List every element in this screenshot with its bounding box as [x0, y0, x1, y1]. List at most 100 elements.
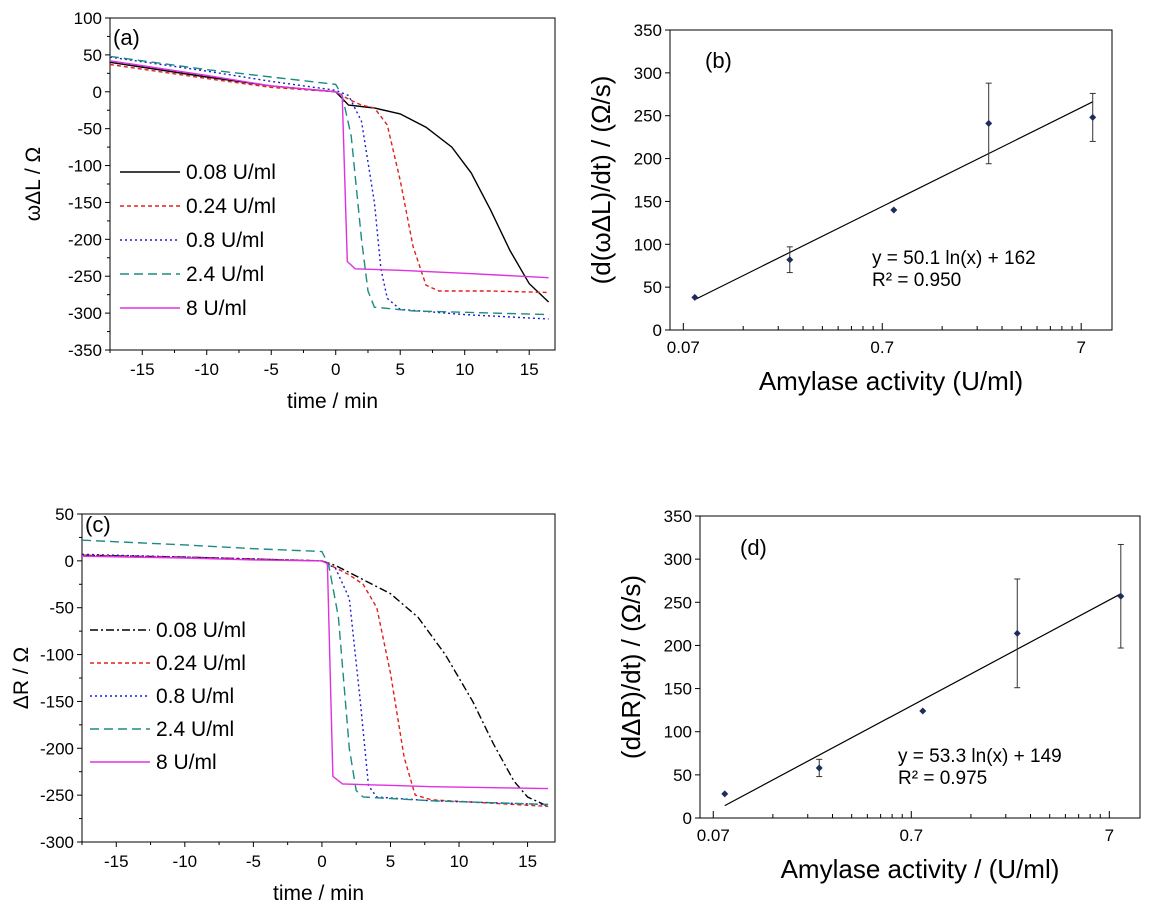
series-line-0-08-U-ml — [109, 61, 550, 303]
y-tick-label: -50 — [77, 120, 102, 139]
y-tick-label: 200 — [664, 636, 692, 655]
plot-frame — [81, 513, 556, 843]
y-tick-label: 350 — [634, 21, 662, 40]
x-tick-label: 0.07 — [667, 338, 700, 357]
x-tick-label: 0 — [317, 852, 326, 871]
legend-label: 0.24 U/ml — [156, 652, 246, 675]
y-tick-label: 100 — [634, 235, 662, 254]
x-tick-label: -10 — [173, 852, 198, 871]
y-tick-label: -350 — [68, 341, 102, 360]
series-line-0-24-U-ml — [109, 63, 549, 294]
y-tick-label: 100 — [74, 9, 102, 28]
y-tick-label: -150 — [68, 193, 102, 212]
y-tick-label: -200 — [40, 739, 74, 758]
y-tick-label: 0 — [653, 321, 662, 340]
panel-1: 0 50 100 150 200 250 300 350 0.07 0.7 7 Amylase act… — [586, 21, 1113, 396]
x-tick-label: 7 — [1076, 338, 1085, 357]
panel-label: (b) — [705, 48, 732, 73]
y-tick-label: -100 — [68, 157, 102, 176]
legend-label: 0.08 U/ml — [156, 619, 246, 642]
series-line-0-8-U-ml — [109, 56, 549, 320]
data-point — [691, 293, 699, 301]
data-point — [1089, 113, 1097, 121]
x-tick-label: 10 — [450, 852, 469, 871]
x-axis-label: time / min — [287, 390, 378, 413]
x-tick-label: 5 — [395, 360, 404, 379]
y-tick-label: 50 — [83, 46, 102, 65]
data-point — [890, 206, 898, 214]
y-axis-label: ΔR / Ω — [10, 647, 33, 709]
series-line-2-4-U-ml — [81, 539, 549, 806]
x-axis-label: Amylase activity (U/ml) — [759, 366, 1023, 396]
x-tick-label: -5 — [264, 360, 279, 379]
y-axis-label: ωΔL / Ω — [22, 147, 45, 222]
y-axis-label: (d(ωΔL)/dt) / (Ω/s) — [586, 76, 616, 285]
r-squared: R² = 0.950 — [872, 270, 961, 291]
x-tick-label: -5 — [246, 852, 261, 871]
y-tick-label: 300 — [634, 64, 662, 83]
x-tick-label: 5 — [386, 852, 395, 871]
series-line-2-4-U-ml — [109, 55, 549, 316]
x-axis-label: Amylase activity / (U/ml) — [781, 854, 1060, 884]
legend-label: 0.08 U/ml — [186, 161, 276, 184]
x-tick-label: 0.7 — [899, 826, 923, 845]
series-line-0-08-U-ml — [81, 554, 549, 808]
legend-label: 8 U/ml — [156, 751, 217, 774]
legend-label: 2.4 U/ml — [186, 263, 264, 286]
plot-frame — [699, 515, 1141, 819]
y-tick-label: -300 — [68, 304, 102, 323]
fit-equation: y = 50.1 ln(x) + 162 — [872, 248, 1036, 269]
fit-line — [694, 101, 1093, 301]
y-tick-label: 200 — [634, 150, 662, 169]
x-axis-label: time / min — [273, 882, 364, 905]
y-tick-label: 100 — [664, 723, 692, 742]
plot-frame — [109, 17, 556, 351]
y-tick-label: 250 — [664, 593, 692, 612]
x-tick-label: 10 — [455, 360, 474, 379]
legend-label: 0.24 U/ml — [186, 195, 276, 218]
legend-label: 0.8 U/ml — [156, 685, 234, 708]
data-point — [721, 790, 729, 798]
fit-equation: y = 53.3 ln(x) + 149 — [898, 746, 1062, 767]
legend-label: 2.4 U/ml — [156, 718, 234, 741]
panel-label: (d) — [740, 535, 767, 560]
x-tick-label: 0 — [331, 360, 340, 379]
y-axis-label: (dΔR)/dt) / (Ω/s) — [616, 575, 646, 759]
x-tick-label: 0.07 — [697, 826, 730, 845]
series-line-8-U-ml — [109, 60, 549, 279]
x-tick-label: -10 — [194, 360, 219, 379]
y-tick-label: 150 — [664, 680, 692, 699]
legend: 0.08 U/ml 0.24 U/ml 0.8 U/ml 2.4 U/ml 8 U/ml — [90, 619, 246, 774]
y-tick-label: 50 — [673, 766, 692, 785]
panel-label: (a) — [113, 25, 140, 50]
y-tick-label: 250 — [634, 107, 662, 126]
y-tick-label: 350 — [664, 507, 692, 526]
data-point — [1117, 592, 1125, 600]
panel-2: 500-50-100-150-200-250-300-15 -10 -5 0 5 10 15… — [10, 505, 556, 905]
r-squared: R² = 0.975 — [898, 768, 987, 789]
y-tick-label: 0 — [65, 552, 74, 571]
data-point — [985, 119, 993, 127]
data-point — [919, 707, 927, 715]
plot-frame — [669, 29, 1113, 331]
x-tick-label: -15 — [130, 360, 155, 379]
series-line-0-24-U-ml — [81, 554, 549, 808]
x-tick-label: 15 — [520, 360, 539, 379]
y-tick-label: -200 — [68, 230, 102, 249]
legend-label: 0.8 U/ml — [186, 229, 264, 252]
x-tick-label: 0.7 — [870, 338, 894, 357]
y-tick-label: 50 — [643, 278, 662, 297]
y-tick-label: 300 — [664, 550, 692, 569]
y-tick-label: -250 — [40, 786, 74, 805]
series-line-0-8-U-ml — [81, 553, 549, 806]
data-point — [786, 256, 794, 264]
series-line-8-U-ml — [81, 555, 549, 790]
panel-3: 0 50 100 150 200 250 300 350 0.07 0.7 7 Amylase act… — [616, 507, 1141, 884]
y-tick-label: 0 — [93, 83, 102, 102]
y-tick-label: -150 — [40, 692, 74, 711]
legend: 0.08 U/ml 0.24 U/ml 0.8 U/ml 2.4 U/ml 8 U/ml — [120, 161, 276, 320]
y-tick-label: 150 — [634, 192, 662, 211]
y-tick-label: 50 — [55, 505, 74, 524]
